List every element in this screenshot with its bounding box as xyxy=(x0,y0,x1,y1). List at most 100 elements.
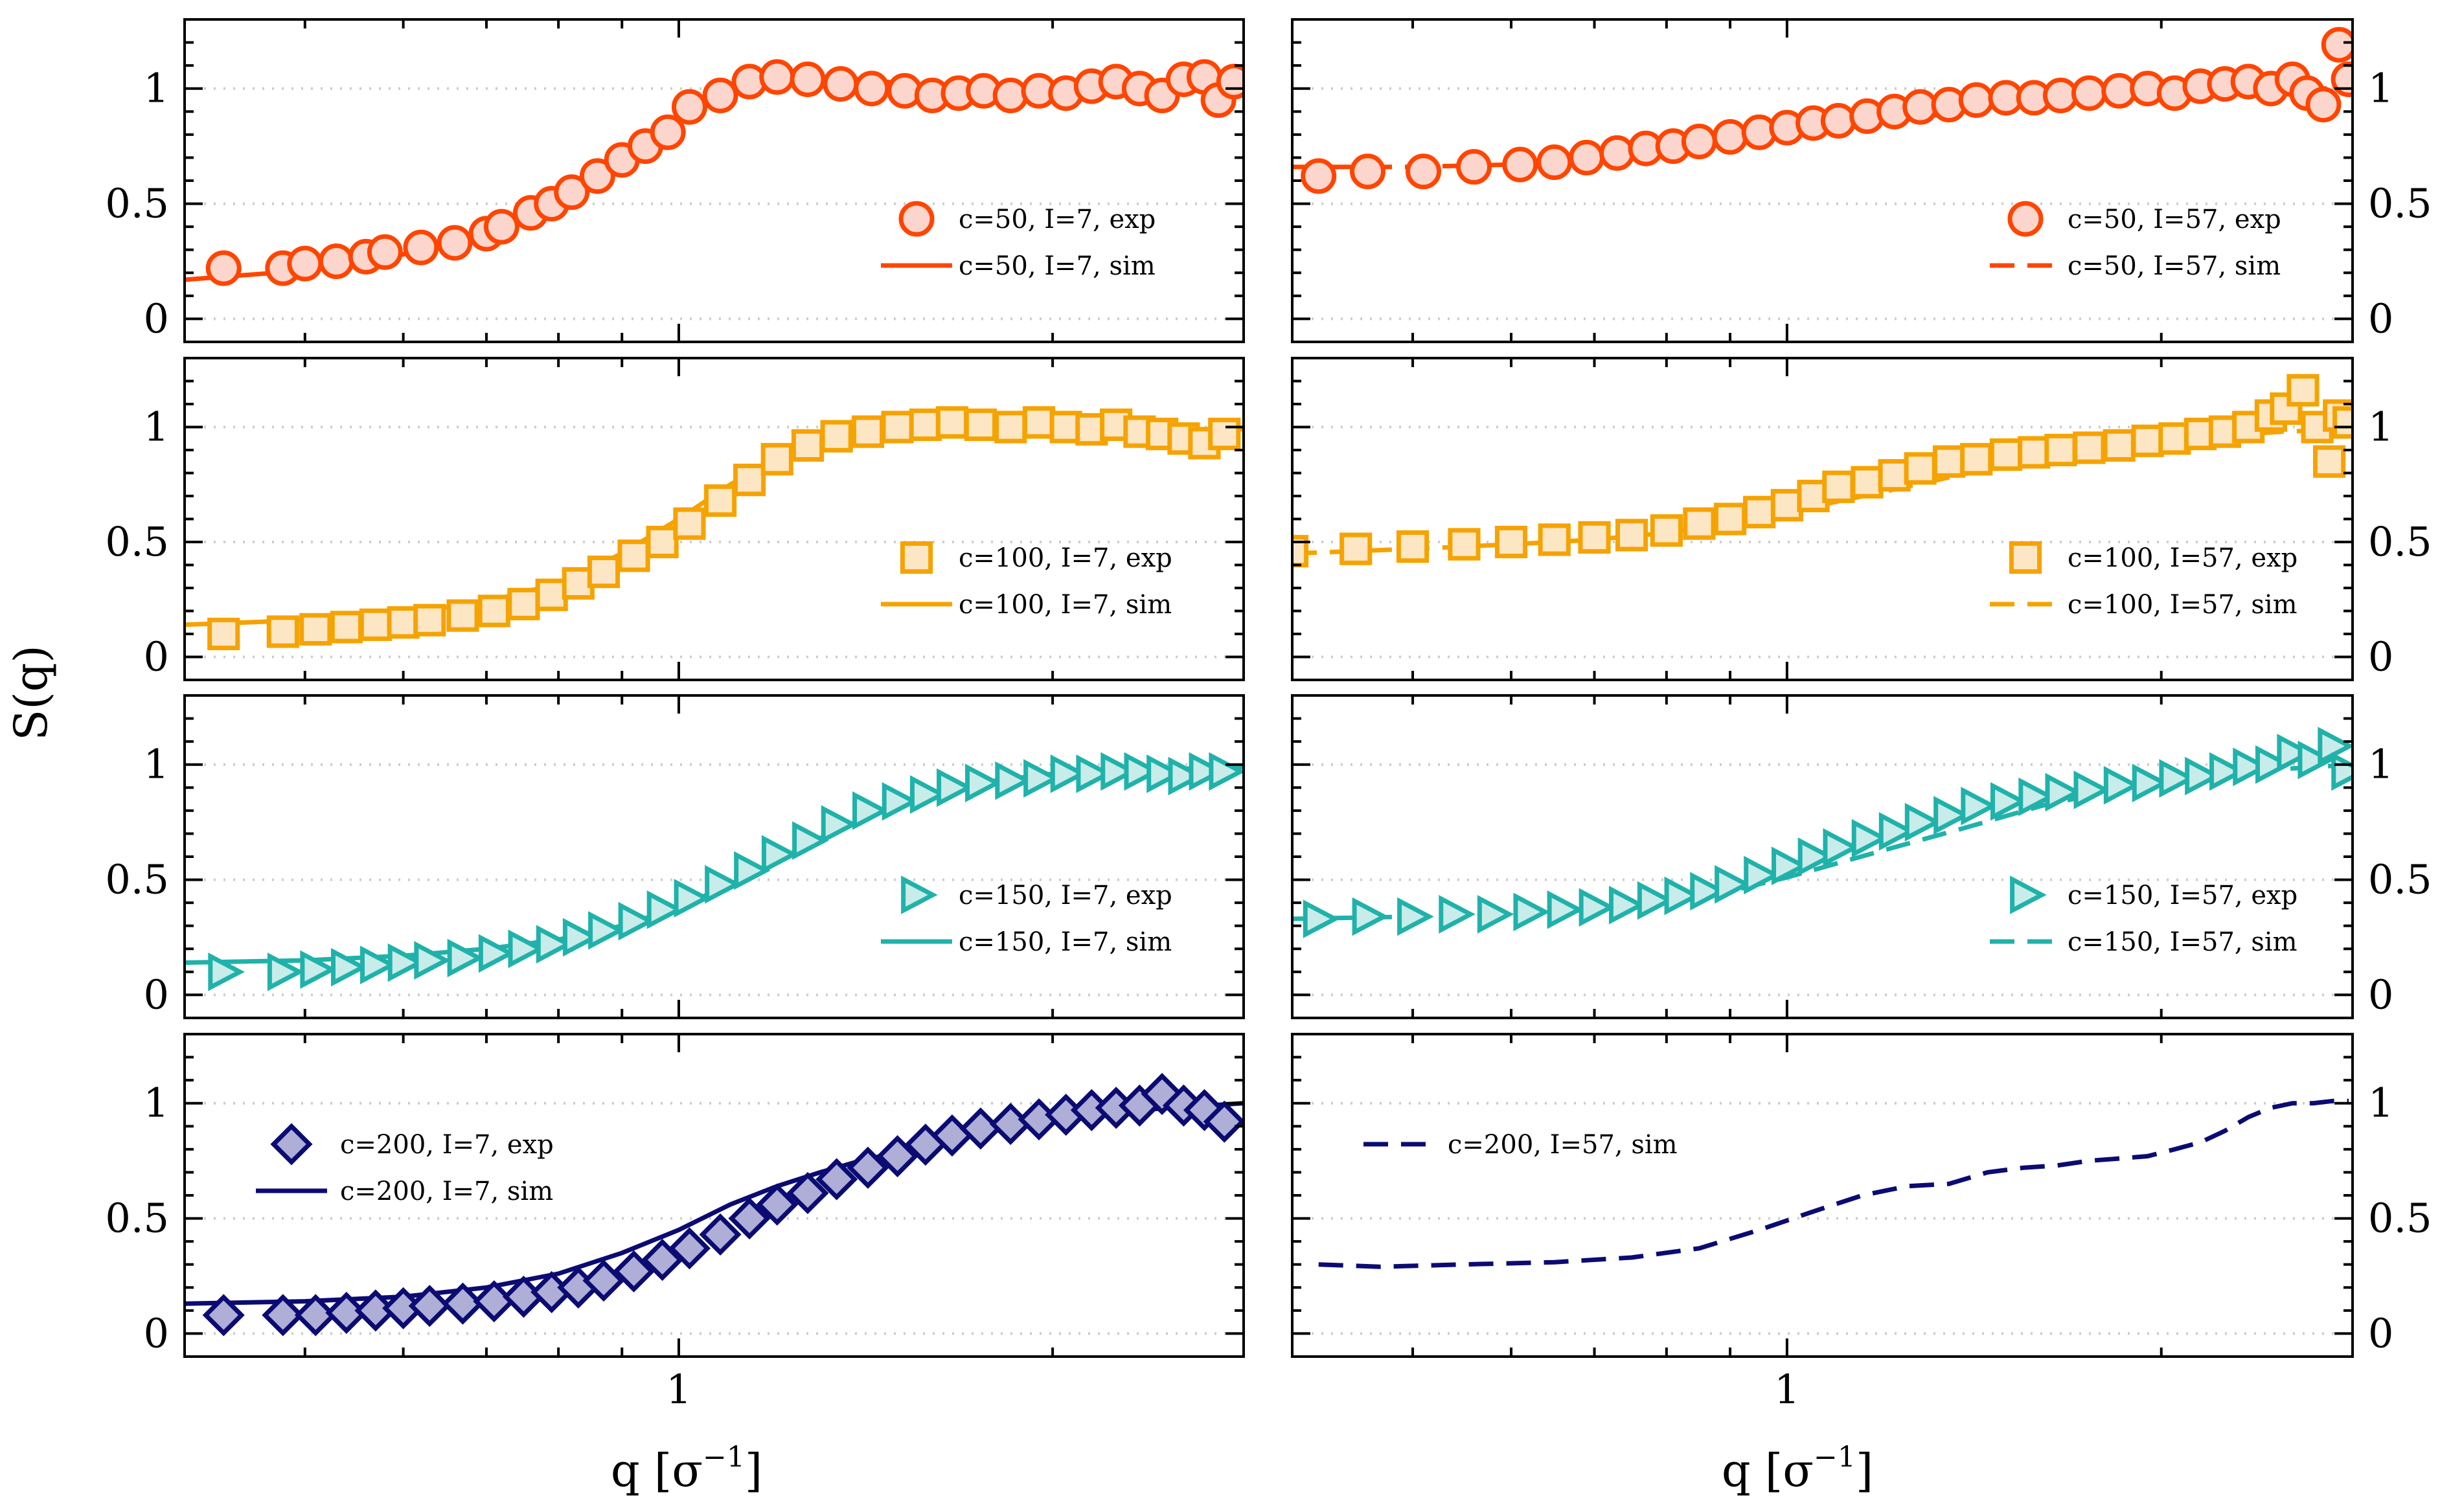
legend: c=100, I=57, exp c=100, I=57, sim xyxy=(1990,541,2297,620)
exp-data-point xyxy=(207,617,240,651)
exp-data-point xyxy=(1933,796,1970,835)
legend-label: c=200, I=57, sim xyxy=(1448,1130,1678,1160)
exp-data-point xyxy=(935,406,969,439)
exp-data-point xyxy=(579,158,615,194)
exp-data-point xyxy=(851,415,885,448)
exp-data-point xyxy=(1397,897,1434,936)
exp-data-point xyxy=(1494,525,1528,559)
exp-data-point xyxy=(1715,864,1751,904)
exp-data-point xyxy=(847,1146,889,1189)
panel-c200-I57: 0 0.5 1 1 c=200, I=57, sim xyxy=(1291,1033,2432,1413)
legend-label: c=50, I=57, exp xyxy=(2068,205,2281,234)
exp-series-markers xyxy=(205,59,1244,286)
exp-data-point xyxy=(882,782,919,821)
exp-data-point xyxy=(2185,756,2222,796)
exp-data-point xyxy=(786,1171,829,1214)
x-axis-label-right-sup: −1 xyxy=(1814,1441,1856,1474)
panel-c50-I57: 0 0.5 1 c=50, I=57, exp c=50, I=57, sim xyxy=(1291,18,2432,343)
exp-data-point xyxy=(618,901,656,941)
exp-data-point xyxy=(1690,872,1727,911)
exp-data-point xyxy=(1146,754,1183,793)
exp-data-point xyxy=(792,821,829,860)
exp-data-point xyxy=(699,1213,742,1256)
exp-data-point xyxy=(995,761,1032,800)
exp-data-point xyxy=(1637,881,1674,920)
exp-data-point xyxy=(2045,773,2082,812)
legend-label: c=150, I=7, exp xyxy=(959,881,1172,910)
exp-data-point xyxy=(965,763,1002,802)
y-tick-label: 1 xyxy=(2368,741,2393,788)
exp-data-point xyxy=(1904,452,1937,485)
exp-series-markers xyxy=(208,752,1244,991)
x-axis-label-left-main: q [σ xyxy=(611,1444,703,1497)
exp-series-markers xyxy=(202,1072,1244,1337)
exp-data-point xyxy=(674,879,711,918)
exp-data-point xyxy=(728,1197,771,1240)
legend: c=100, I=7, exp c=100, I=7, sim xyxy=(881,541,1172,620)
exp-data-point xyxy=(1547,890,1584,929)
exp-series-markers xyxy=(207,406,1241,651)
exp-data-point xyxy=(2103,765,2141,805)
exp-data-point xyxy=(1536,144,1573,181)
y-tick-label: 0.5 xyxy=(105,1195,169,1242)
exp-data-point xyxy=(1578,521,1611,554)
exp-data-point xyxy=(367,234,403,270)
exp-data-point xyxy=(414,941,451,980)
exp-data-point xyxy=(1023,759,1060,798)
exp-data-point xyxy=(507,587,540,620)
exp-data-point xyxy=(318,243,354,279)
panel-c100-I57: 0 0.5 1 c=100, I=57, exp c=100, I=57, sim xyxy=(1291,357,2432,681)
exp-data-point xyxy=(1608,885,1646,925)
y-tick-label: 0 xyxy=(2368,295,2393,342)
exp-data-point xyxy=(208,953,245,991)
exp-data-point xyxy=(2318,727,2353,766)
legend-label: c=150, I=57, sim xyxy=(2068,927,2297,957)
y-tick-label: 0.5 xyxy=(2368,180,2432,227)
exp-data-point xyxy=(1713,502,1747,536)
exp-data-point xyxy=(1022,406,1056,439)
exp-data-point xyxy=(705,864,742,904)
exp-data-point xyxy=(2331,61,2353,97)
exp-data-point xyxy=(1743,495,1776,528)
exp-data-point xyxy=(1183,1089,1226,1131)
legend-label: c=150, I=7, sim xyxy=(959,927,1172,957)
exp-data-point xyxy=(2305,87,2342,123)
exp-data-point xyxy=(1851,466,1884,499)
exp-data-point xyxy=(1664,876,1702,916)
exp-data-point xyxy=(478,934,516,973)
legend-label: c=100, I=57, sim xyxy=(2068,590,2297,620)
exp-data-point xyxy=(1513,892,1551,932)
exp-data-point xyxy=(587,556,621,589)
y-tick-label: 1 xyxy=(144,741,169,788)
exp-data-point xyxy=(1076,754,1113,793)
exp-data-point xyxy=(1823,828,1860,867)
exp-data-point xyxy=(881,411,914,444)
exp-data-point xyxy=(760,443,793,476)
exp-data-point xyxy=(1797,837,1835,876)
legend-label: c=50, I=57, sim xyxy=(2068,251,2281,281)
legend-exp-marker xyxy=(900,541,933,574)
y-tick-label: 1 xyxy=(2368,1079,2393,1127)
exp-data-point xyxy=(733,464,766,497)
y-tick-label: 1 xyxy=(2368,65,2393,112)
exp-data-point xyxy=(759,59,795,95)
exp-data-point xyxy=(2044,433,2077,467)
exp-data-point xyxy=(1303,899,1340,938)
exp-data-point xyxy=(1124,752,1161,791)
legend-label: c=150, I=57, exp xyxy=(2068,881,2297,910)
exp-data-point xyxy=(1961,786,1998,826)
exp-data-point xyxy=(876,1134,919,1178)
exp-data-point xyxy=(854,71,890,107)
y-tick-label: 1 xyxy=(144,1079,169,1127)
exp-data-point xyxy=(2321,27,2353,63)
exp-data-point xyxy=(1650,514,1683,547)
exp-data-point xyxy=(820,420,853,453)
exp-data-point xyxy=(588,911,625,950)
exp-data-point xyxy=(2132,763,2169,802)
x-axis-label-right: q [σ−1] xyxy=(1722,1441,1873,1497)
legend-exp-marker xyxy=(901,875,938,914)
exp-data-point xyxy=(1352,897,1389,936)
exp-data-point xyxy=(646,525,679,559)
y-tick-label: 0 xyxy=(144,971,169,1018)
legend: c=50, I=7, exp c=50, I=7, sim xyxy=(881,201,1156,281)
